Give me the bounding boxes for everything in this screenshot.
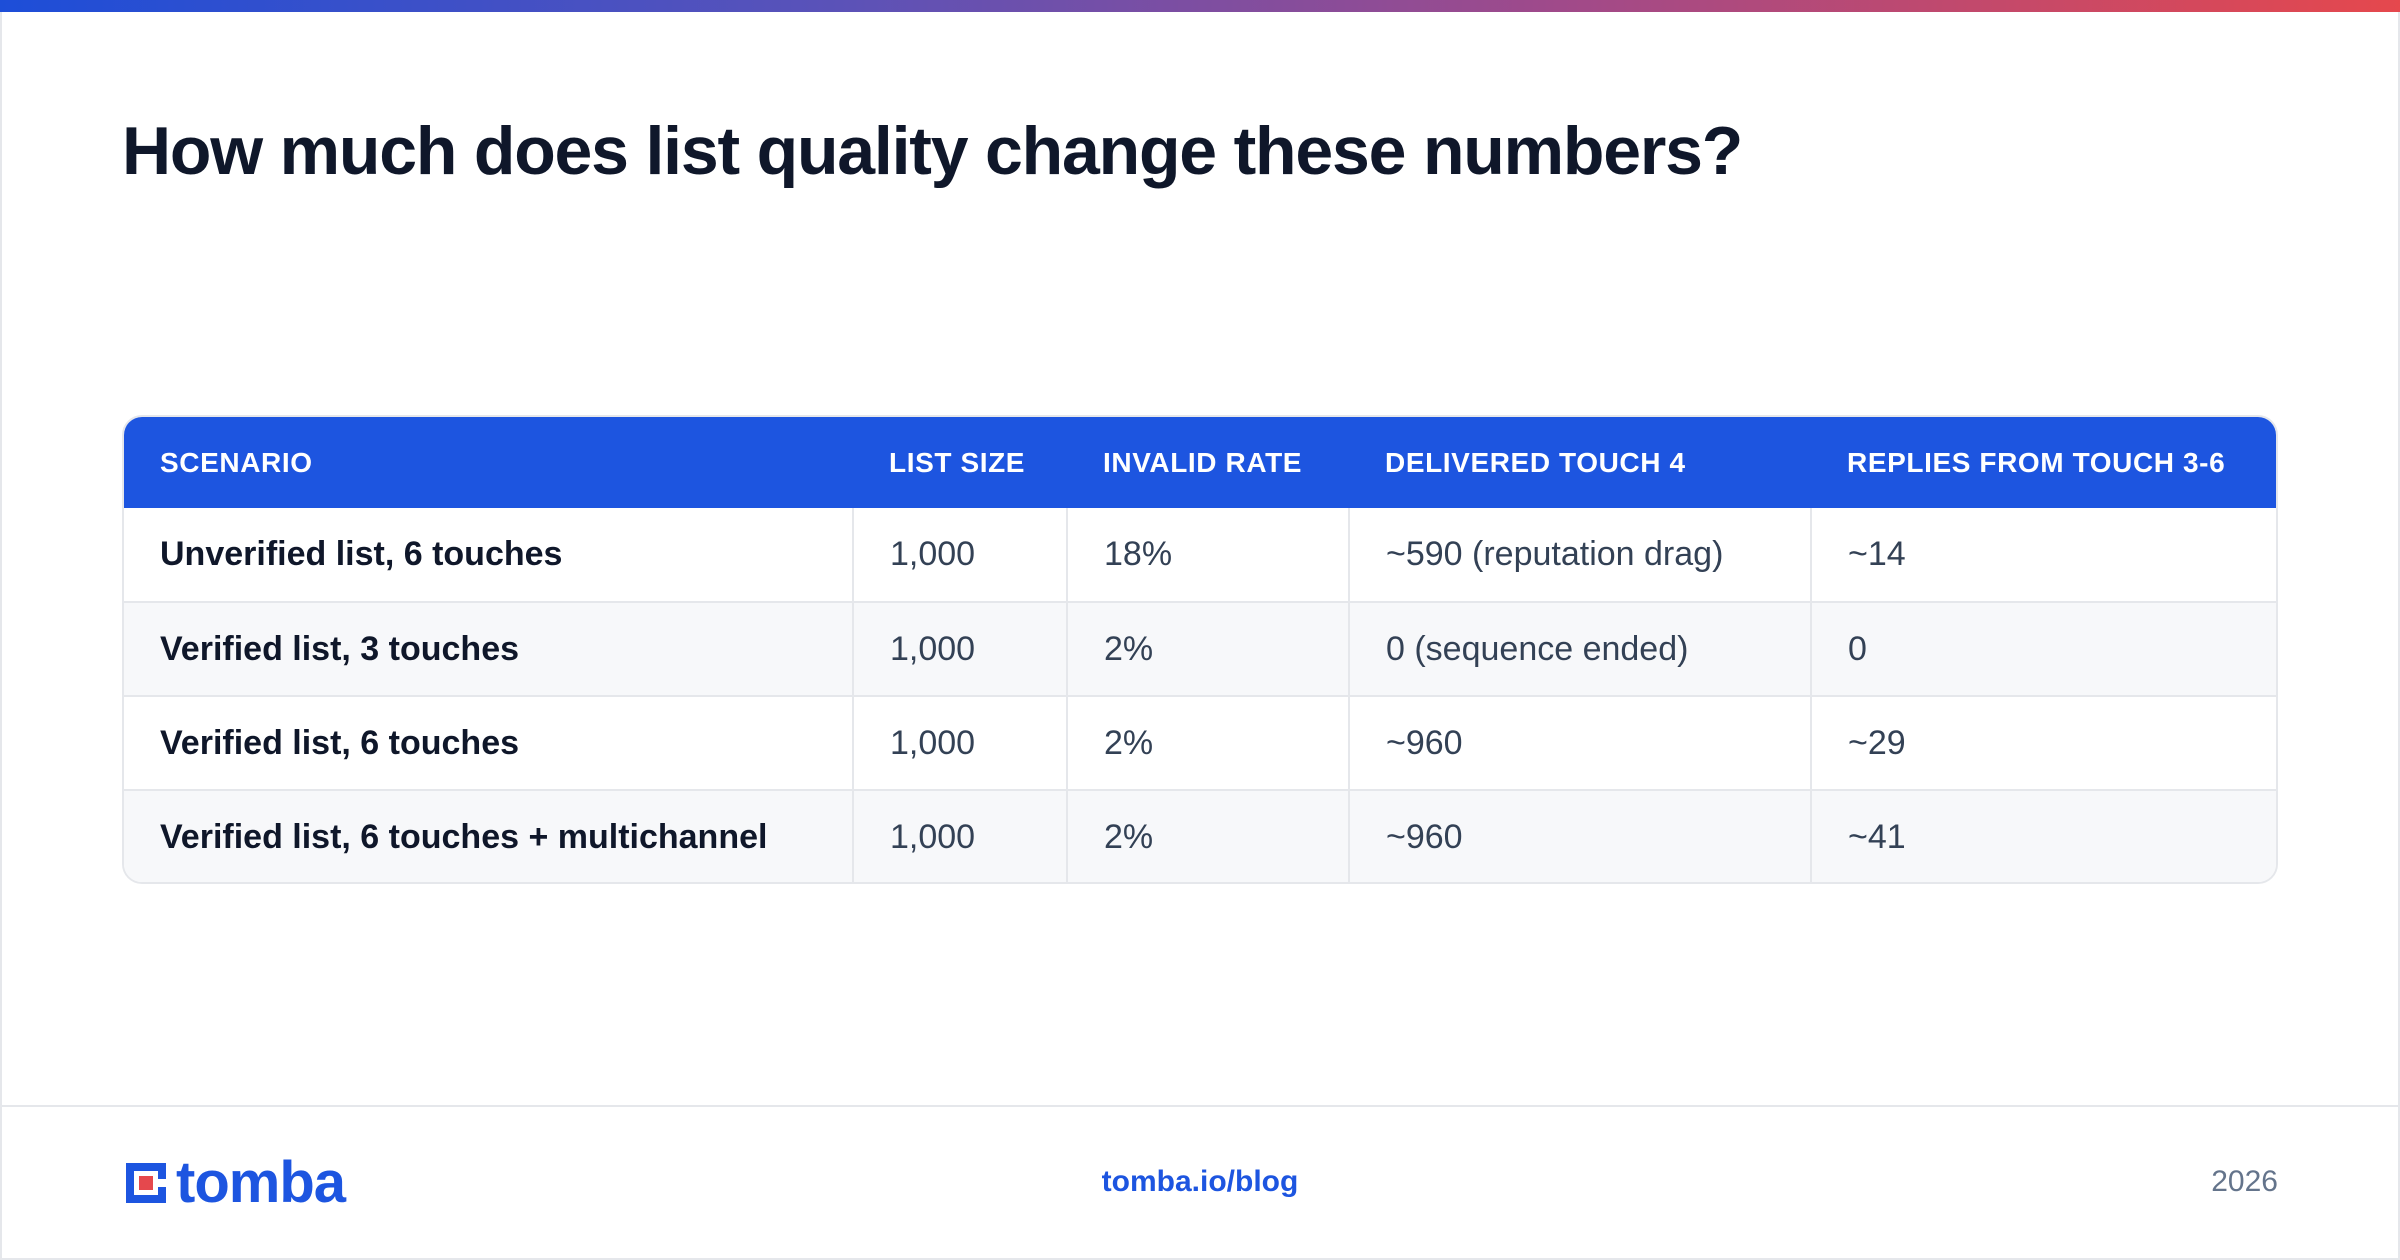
cell-list-size: 1,000: [852, 508, 1067, 602]
tomba-logo[interactable]: tomba: [122, 1150, 346, 1215]
column-header-invalid-rate: INVALID RATE: [1103, 446, 1303, 478]
cell-replies: ~14: [1810, 508, 2276, 602]
cell-invalid-rate: 2%: [1066, 601, 1349, 696]
cell-scenario: Unverified list, 6 touches: [160, 535, 563, 573]
cell-replies: ~41: [1810, 789, 2276, 882]
comparison-table: SCENARIO LIST SIZE INVALID RATE DELIVERE…: [122, 415, 2278, 884]
tomba-logo-icon: [122, 1159, 170, 1207]
cell-scenario: Verified list, 3 touches: [124, 601, 853, 696]
column-header-replies: REPLIES FROM TOUCH 3-6: [1847, 446, 2226, 478]
footer-divider: [0, 1105, 2400, 1107]
cell-delivered-touch-4: ~590 (reputation drag): [1348, 508, 1811, 602]
cell-list-size: 1,000: [852, 601, 1067, 696]
blog-link[interactable]: tomba.io/blog: [1101, 1165, 1299, 1198]
table-row: Unverified list, 6 touches 1,000 18% ~59…: [124, 508, 2276, 602]
cell-list-size: 1,000: [852, 789, 1067, 882]
column-header-scenario: SCENARIO: [160, 446, 313, 478]
cell-delivered-touch-4: ~960: [1348, 789, 1811, 882]
table-row: Verified list, 6 touches + multichannel …: [124, 789, 2276, 882]
cell-invalid-rate: 2%: [1066, 789, 1349, 882]
logo-wordmark: tomba: [176, 1150, 346, 1215]
table-header-row: SCENARIO LIST SIZE INVALID RATE DELIVERE…: [124, 417, 2276, 508]
page-title: How much does list quality change these …: [122, 113, 1743, 189]
cell-scenario: Verified list, 6 touches: [124, 695, 853, 790]
cell-invalid-rate: 2%: [1066, 695, 1349, 790]
column-header-delivered-touch-4: DELIVERED TOUCH 4: [1385, 446, 1686, 478]
cell-list-size: 1,000: [852, 695, 1067, 790]
cell-replies: 0: [1810, 601, 2276, 696]
cell-scenario: Verified list, 6 touches + multichannel: [124, 789, 853, 882]
cell-invalid-rate: 18%: [1066, 508, 1349, 602]
footer-year: 2026: [2211, 1165, 2278, 1198]
column-header-list-size: LIST SIZE: [889, 446, 1026, 478]
cell-delivered-touch-4: ~960: [1348, 695, 1811, 790]
gradient-top-bar: [0, 0, 2400, 12]
cell-delivered-touch-4: 0 (sequence ended): [1348, 601, 1811, 696]
table-row: Verified list, 6 touches 1,000 2% ~960 ~…: [124, 695, 2276, 790]
table-row: Verified list, 3 touches 1,000 2% 0 (seq…: [124, 601, 2276, 696]
cell-replies: ~29: [1810, 695, 2276, 790]
